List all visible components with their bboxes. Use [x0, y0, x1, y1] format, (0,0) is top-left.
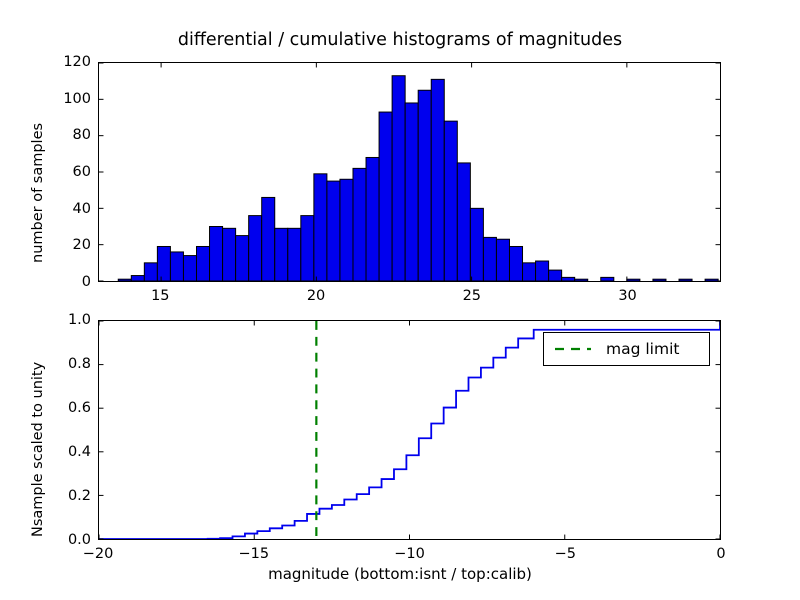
x-tick-label: 25 [463, 288, 481, 304]
y-tick-label: 0 [82, 274, 91, 290]
x-axis-label: magnitude (bottom:isnt / top:calib) [0, 565, 800, 583]
x-tick-label: 30 [618, 288, 636, 304]
legend-label-mag-limit: mag limit [606, 340, 679, 358]
y-tick-label: 0.6 [68, 400, 91, 416]
top-panel-y-axis-label: number of samples [30, 123, 46, 263]
y-tick-label: 0.4 [68, 444, 91, 460]
top-panel-axes [98, 62, 721, 282]
y-tick-label: 0.0 [68, 532, 91, 548]
x-tick-label: 20 [307, 288, 325, 304]
x-tick-label: −20 [83, 546, 114, 562]
x-tick-label: −15 [238, 546, 269, 562]
y-tick-label: 40 [73, 201, 91, 217]
y-tick-label: 20 [73, 237, 91, 253]
y-tick-label: 80 [73, 127, 91, 143]
x-tick-label: 0 [716, 546, 725, 562]
y-tick-label: 120 [63, 54, 91, 70]
x-tick-label: −10 [394, 546, 425, 562]
y-tick-label: 1.0 [68, 312, 91, 328]
y-tick-label: 100 [63, 91, 91, 107]
x-tick-label: −5 [555, 546, 576, 562]
legend[interactable]: mag limit [543, 332, 710, 366]
mag-limit-dashed-line-icon [554, 343, 592, 355]
figure-canvas: differential / cumulative histograms of … [0, 0, 800, 600]
y-tick-label: 60 [73, 164, 91, 180]
y-tick-label: 0.8 [68, 356, 91, 372]
y-tick-label: 0.2 [68, 488, 91, 504]
top-panel-tick-marks [99, 63, 720, 281]
bottom-panel-y-axis-label: Nsample scaled to unity [30, 362, 46, 537]
chart-title: differential / cumulative histograms of … [0, 30, 800, 50]
x-tick-label: 15 [151, 288, 169, 304]
